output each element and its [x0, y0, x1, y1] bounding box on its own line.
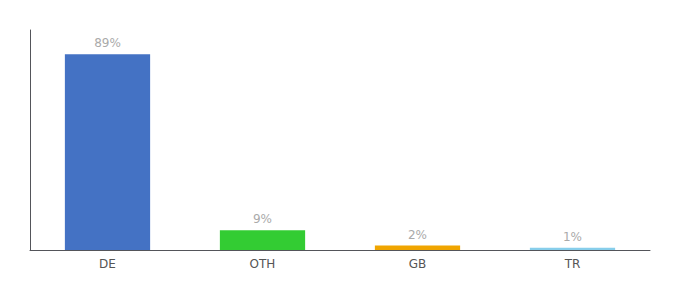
svg-text:9%: 9% [253, 212, 272, 226]
svg-text:2%: 2% [408, 228, 427, 242]
svg-text:DE: DE [99, 257, 116, 271]
svg-text:1%: 1% [563, 230, 582, 244]
svg-text:OTH: OTH [250, 257, 276, 271]
svg-text:GB: GB [409, 257, 427, 271]
svg-text:89%: 89% [94, 36, 121, 50]
svg-text:TR: TR [564, 257, 581, 271]
